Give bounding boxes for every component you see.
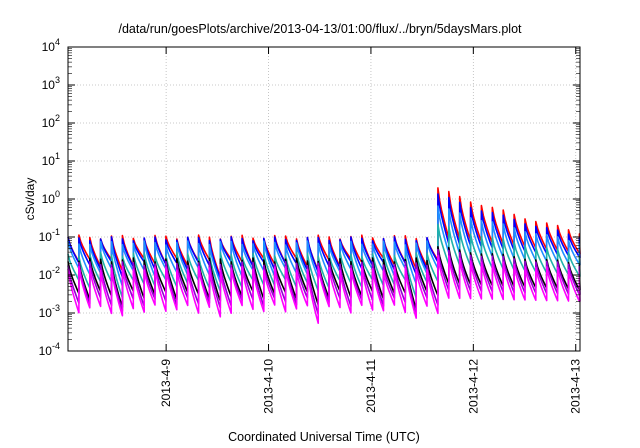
x-tick-label: 2013-4-11 xyxy=(364,359,378,413)
x-tick-label: 2013-4-9 xyxy=(159,359,173,407)
y-tick-label: 100 xyxy=(42,189,60,206)
y-tick-label: 10-4 xyxy=(39,341,60,358)
y-tick-label: 101 xyxy=(42,151,60,168)
plot-area xyxy=(67,187,581,325)
chart-title: /data/run/goesPlots/archive/2013-04-13/0… xyxy=(118,22,522,36)
y-tick-label: 103 xyxy=(42,75,60,92)
y-axis-label: cSv/day xyxy=(23,178,37,221)
axes: 10-4 10-3 10-2 10-1 100 101 102 103 104 2013-4-9 2… xyxy=(39,37,583,414)
y-tick-label: 104 xyxy=(42,37,60,54)
series-line xyxy=(67,254,581,325)
x-tick-label: 2013-4-13 xyxy=(569,359,583,414)
x-axis-label: Coordinated Universal Time (UTC) xyxy=(228,430,420,444)
y-tick-label: 10-2 xyxy=(39,265,60,282)
y-tick-label: 102 xyxy=(42,113,60,130)
y-tick-label: 10-1 xyxy=(39,227,60,244)
y-tick-label: 10-3 xyxy=(39,303,60,320)
x-tick-label: 2013-4-10 xyxy=(262,359,276,414)
x-tick-label: 2013-4-12 xyxy=(466,359,480,414)
